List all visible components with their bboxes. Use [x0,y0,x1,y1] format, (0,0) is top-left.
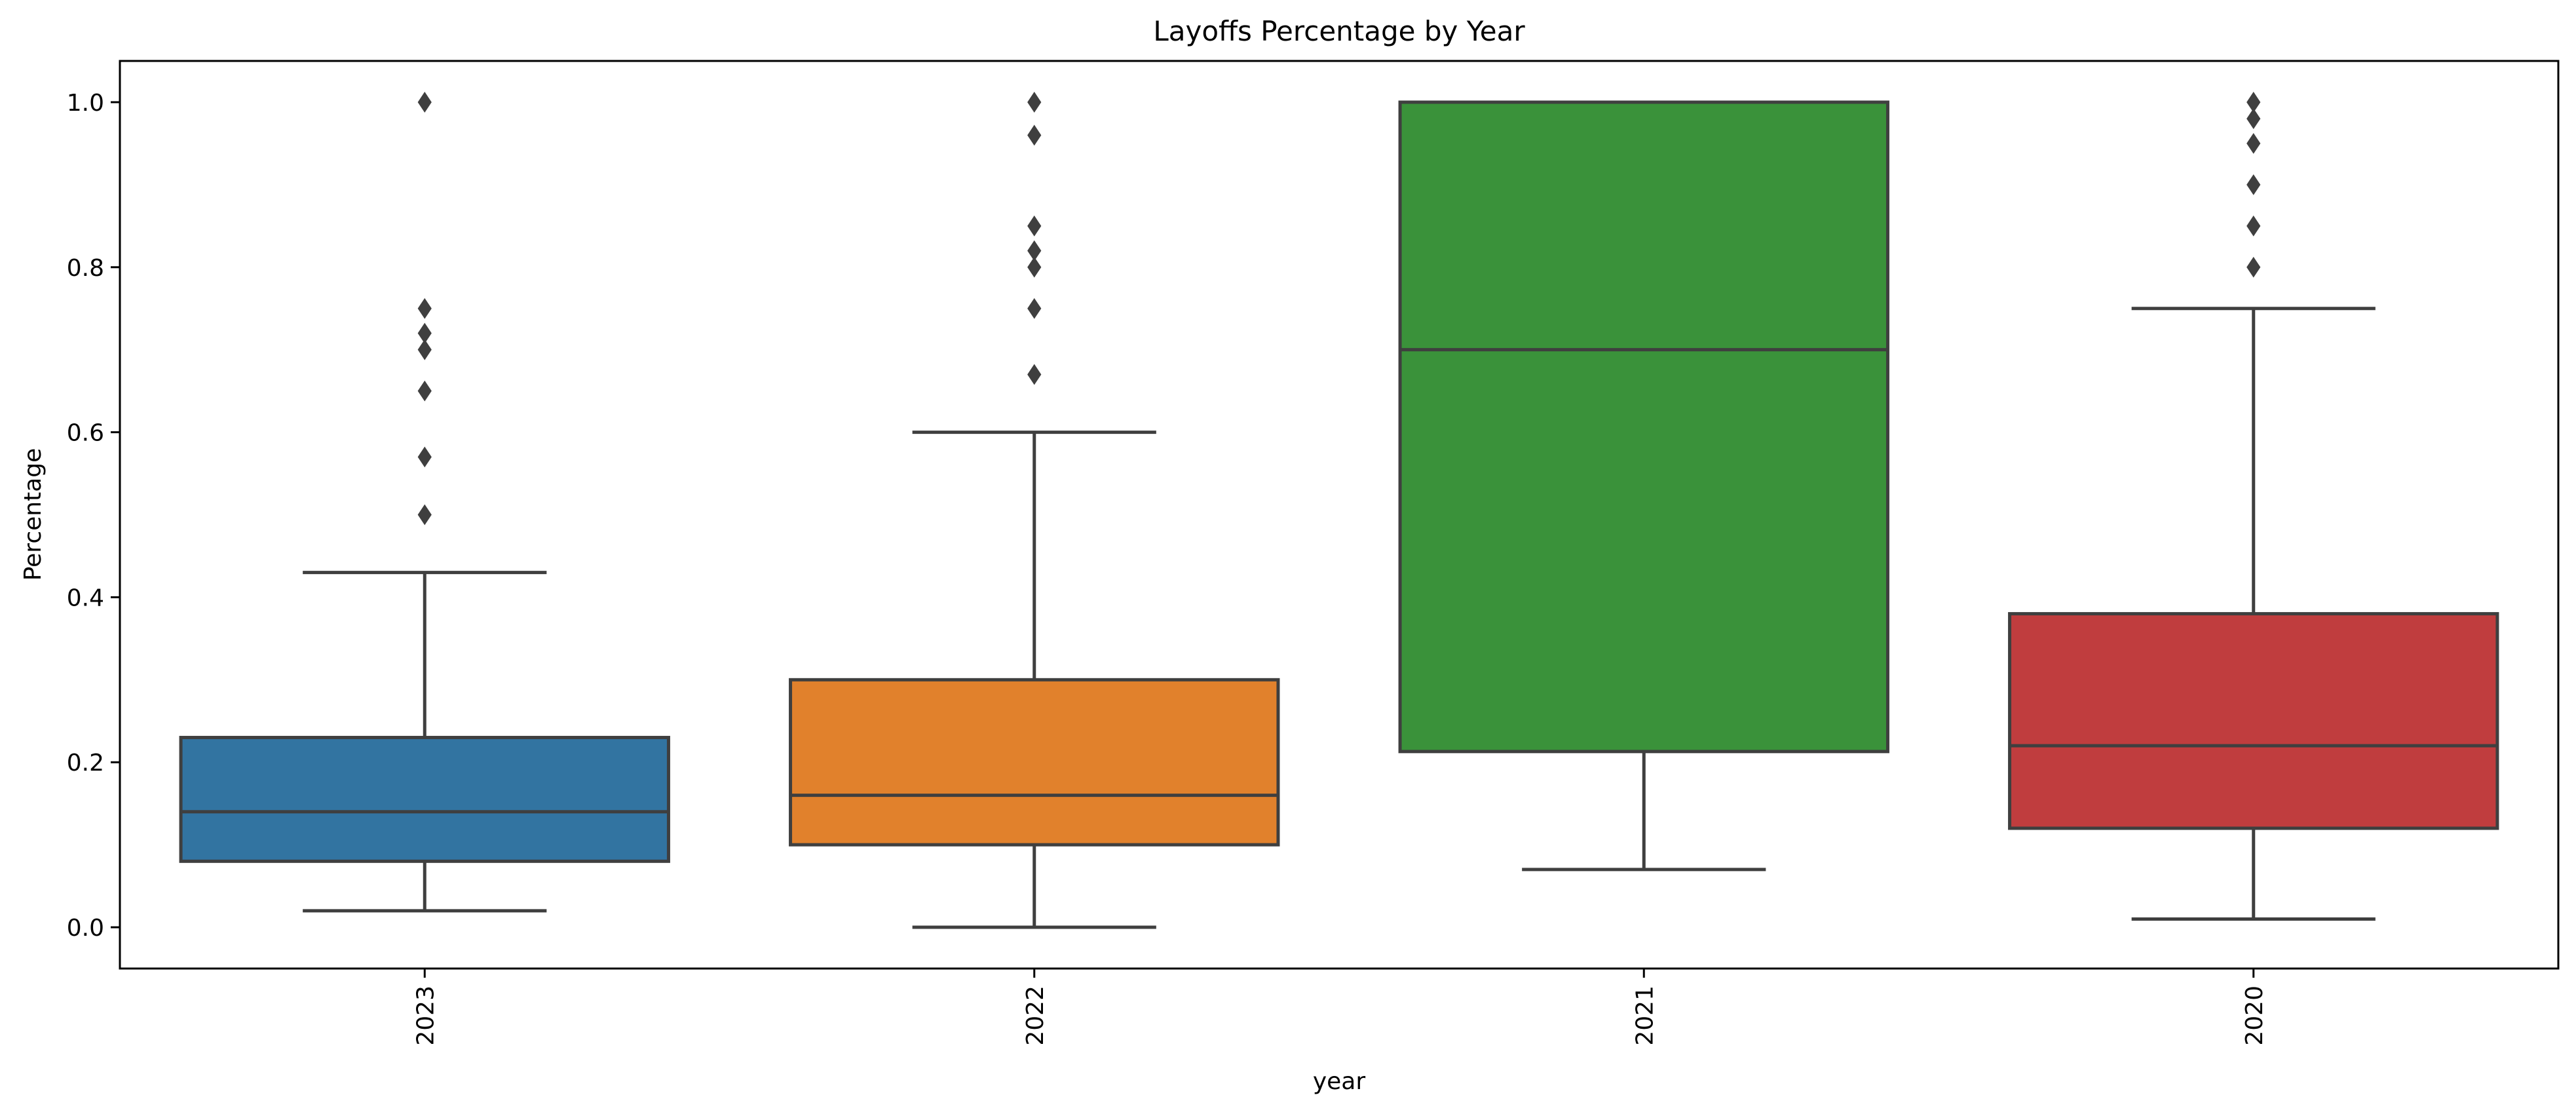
outlier-point-2022-4 [1027,215,1042,237]
y-tick-label-5: 1.0 [67,90,104,117]
outlier-point-2020-5 [2246,92,2261,113]
outlier-point-2020-3 [2246,133,2261,154]
outlier-point-2020-2 [2246,174,2261,195]
y-tick-label-0: 0.0 [67,915,104,942]
box-2021 [1398,100,1889,754]
outlier-point-2023-5 [417,298,432,319]
outlier-point-2022-0 [1027,364,1042,385]
y-tick-label-1: 0.2 [67,750,104,777]
x-axis: 2023 2022 2021 2020 [412,969,2268,1046]
box-group-2022 [789,92,1280,929]
outlier-point-2023-0 [417,504,432,526]
x-tick-label-2020: 2020 [2241,986,2268,1046]
outlier-point-2020-0 [2246,256,2261,278]
y-tick-label-4: 0.8 [67,255,104,282]
outlier-point-2022-6 [1027,92,1042,113]
box-2023 [179,735,670,863]
outlier-point-2022-2 [1027,256,1042,278]
outlier-point-2023-3 [417,339,432,360]
box-2020 [2008,612,2499,830]
outlier-point-2023-6 [417,92,432,113]
x-axis-label: year [1313,1068,1366,1095]
box-group-2023 [179,92,670,913]
outlier-point-2023-2 [417,380,432,402]
outlier-point-2020-4 [2246,108,2261,130]
y-axis: 0.0 0.2 0.4 0.6 0.8 1.0 [67,90,120,942]
x-tick-label-2022: 2022 [1022,986,1049,1046]
y-tick-label-3: 0.6 [67,420,104,447]
x-tick-label-2023: 2023 [412,986,439,1046]
outlier-point-2022-5 [1027,125,1042,146]
box-group-2021 [1398,100,1889,872]
outlier-point-2022-1 [1027,298,1042,319]
outlier-point-2020-1 [2246,215,2261,237]
outlier-point-2023-1 [417,446,432,468]
box-2022 [789,678,1280,847]
outlier-point-2023-4 [417,322,432,344]
chart-title: Layoffs Percentage by Year [1153,15,1525,47]
y-tick-label-2: 0.4 [67,585,104,611]
box-group-2020 [2008,92,2499,921]
y-axis-label: Percentage [20,448,47,581]
x-tick-label-2021: 2021 [1631,986,1658,1046]
plot-marks [179,92,2499,929]
plot-area-frame [119,60,2560,970]
outlier-point-2022-3 [1027,240,1042,261]
